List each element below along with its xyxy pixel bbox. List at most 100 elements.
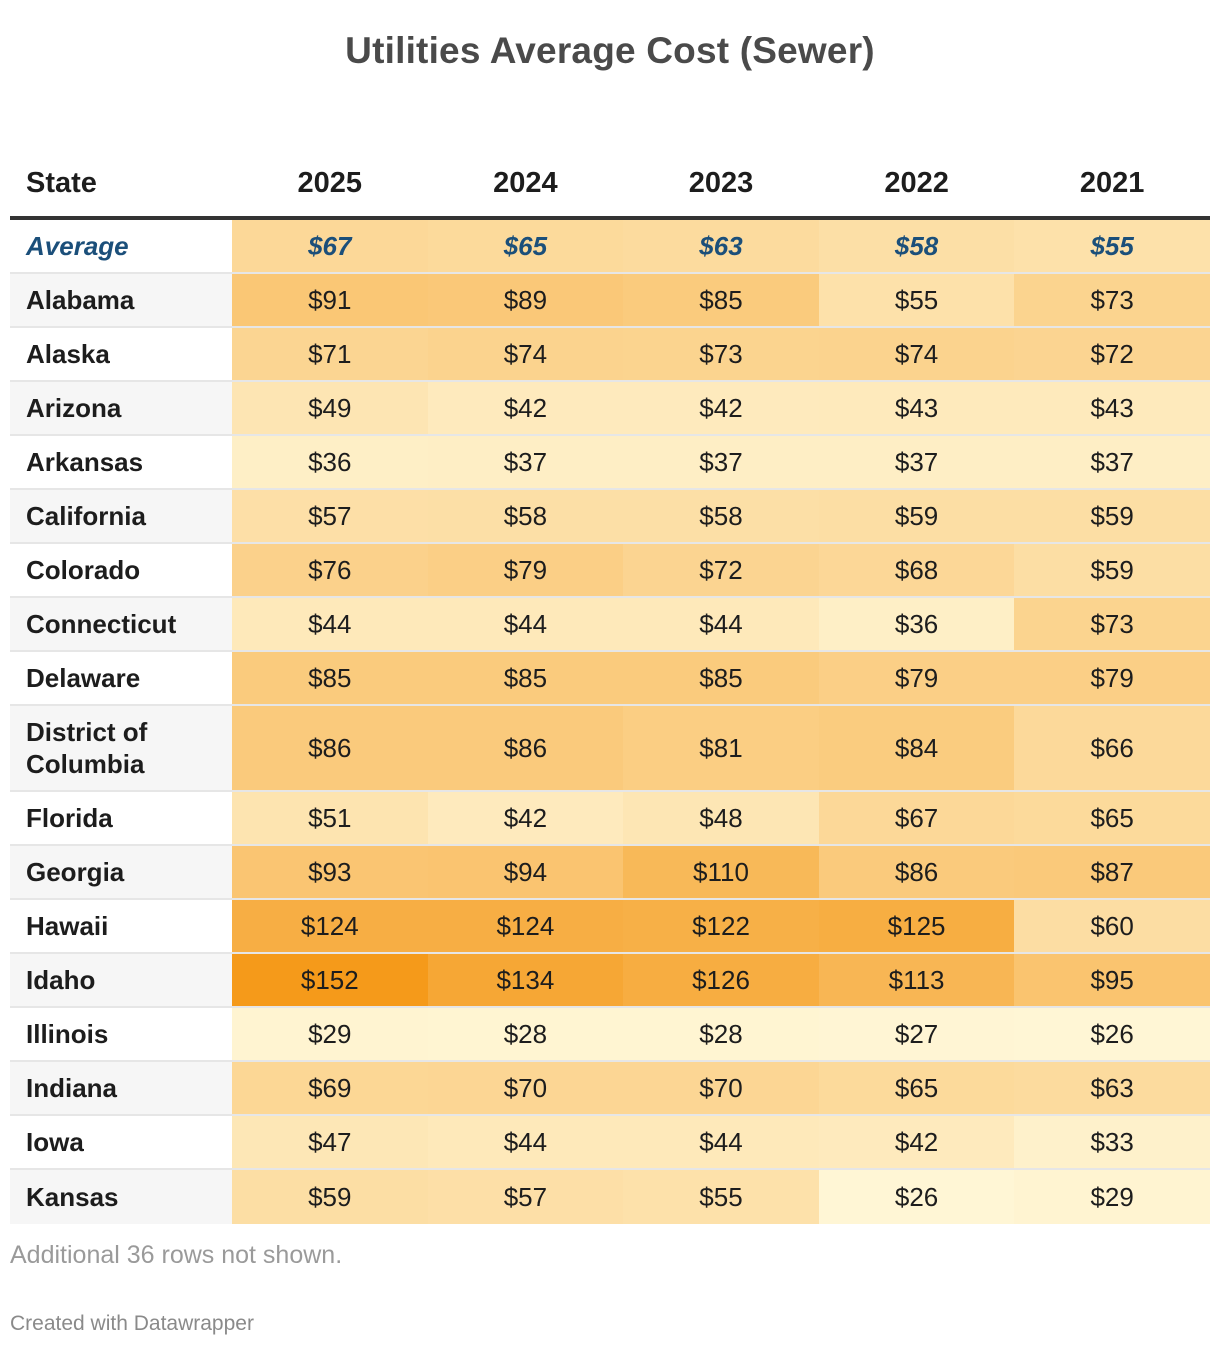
value-cell-connecticut-2022: $36 <box>818 598 1015 650</box>
value-cell-district-of-columbia-2021: $66 <box>1014 706 1210 790</box>
value-cell-arkansas-2021: $37 <box>1014 436 1210 488</box>
value-cell-indiana-2025: $69 <box>232 1062 428 1114</box>
value-cell-illinois-2025: $29 <box>232 1008 428 1060</box>
value-cell-connecticut-2023: $44 <box>623 598 819 650</box>
table-row: Idaho $152 $134 $126 $113 $95 <box>10 954 1210 1008</box>
column-header-2023[interactable]: 2023 <box>688 166 754 199</box>
value-cell-district-of-columbia-2022: $84 <box>818 706 1015 790</box>
value-cell-delaware-2024: $85 <box>427 652 624 704</box>
value-cell-colorado-2021: $59 <box>1014 544 1210 596</box>
value-cell-indiana-2023: $70 <box>623 1062 819 1114</box>
value-cell-georgia-2025: $93 <box>232 846 428 898</box>
value-cell-delaware-2025: $85 <box>232 652 428 704</box>
column-header-2021[interactable]: 2021 <box>1079 166 1145 199</box>
table-row: California $57 $58 $58 $59 $59 <box>10 490 1210 544</box>
value-cell-florida-2021: $65 <box>1014 792 1210 844</box>
value-cell-idaho-2023: $126 <box>623 954 819 1006</box>
value-cell-alaska-2023: $73 <box>623 328 819 380</box>
value-cell-hawaii-2022: $125 <box>818 900 1015 952</box>
state-label-indiana: Indiana <box>10 1062 232 1114</box>
column-header-2024[interactable]: 2024 <box>493 166 558 199</box>
value-cell-california-2021: $59 <box>1014 490 1210 542</box>
value-cell-florida-2022: $67 <box>818 792 1015 844</box>
state-label-kansas: Kansas <box>10 1170 232 1224</box>
state-label-georgia: Georgia <box>10 846 232 898</box>
value-cell-arkansas-2025: $36 <box>232 436 428 488</box>
value-cell-iowa-2023: $44 <box>623 1116 819 1168</box>
value-cell-arkansas-2024: $37 <box>427 436 624 488</box>
value-cell-hawaii-2025: $124 <box>232 900 428 952</box>
rows-not-shown-note: Additional 36 rows not shown. <box>10 1241 343 1269</box>
state-label-florida: Florida <box>26 803 113 833</box>
value-cell-alaska-2024: $74 <box>427 328 624 380</box>
state-label-california: California <box>10 490 232 542</box>
column-header-2025[interactable]: 2025 <box>297 166 363 199</box>
value-cell-indiana-2022: $65 <box>818 1062 1015 1114</box>
value-cell-average-2024: $65 <box>427 220 624 272</box>
value-cell-florida-2023: $48 <box>623 792 819 844</box>
table-row: Iowa $47 $44 $44 $42 $33 <box>10 1116 1210 1170</box>
value-cell-alabama-2023: $85 <box>623 274 819 326</box>
value-cell-average-2021: $55 <box>1014 220 1210 272</box>
chart-title: Utilities Average Cost (Sewer) <box>345 30 875 71</box>
table-row: Delaware $85 $85 $85 $79 $79 <box>10 652 1210 706</box>
value-cell-california-2022: $59 <box>818 490 1015 542</box>
value-cell-georgia-2024: $94 <box>427 846 624 898</box>
value-cell-illinois-2024: $28 <box>427 1008 624 1060</box>
table-row: Hawaii $124 $124 $122 $125 $60 <box>10 900 1210 954</box>
value-cell-kansas-2023: $55 <box>623 1170 819 1224</box>
value-cell-iowa-2021: $33 <box>1014 1116 1210 1168</box>
value-cell-connecticut-2025: $44 <box>232 598 428 650</box>
value-cell-idaho-2024: $134 <box>427 954 624 1006</box>
value-cell-california-2023: $58 <box>623 490 819 542</box>
value-cell-connecticut-2024: $44 <box>427 598 624 650</box>
value-cell-kansas-2024: $57 <box>427 1170 624 1224</box>
table-row: Alaska $71 $74 $73 $74 $72 <box>10 328 1210 382</box>
column-header-state[interactable]: State <box>26 166 97 199</box>
value-cell-arizona-2021: $43 <box>1014 382 1210 434</box>
value-cell-district-of-columbia-2024: $86 <box>427 706 624 790</box>
value-cell-alaska-2025: $71 <box>232 328 428 380</box>
value-cell-arkansas-2023: $37 <box>623 436 819 488</box>
value-cell-georgia-2022: $86 <box>818 846 1015 898</box>
value-cell-alaska-2022: $74 <box>818 328 1015 380</box>
value-cell-alabama-2022: $55 <box>818 274 1015 326</box>
table-row: Georgia $93 $94 $110 $86 $87 <box>10 846 1210 900</box>
table-row: Arkansas $36 $37 $37 $37 $37 <box>10 436 1210 490</box>
value-cell-alaska-2021: $72 <box>1014 328 1210 380</box>
value-cell-district-of-columbia-2023: $81 <box>623 706 819 790</box>
table-row: Arizona $49 $42 $42 $43 $43 <box>10 382 1210 436</box>
value-cell-florida-2025: $51 <box>232 792 428 844</box>
value-cell-illinois-2022: $27 <box>818 1008 1015 1060</box>
value-cell-arizona-2024: $42 <box>427 382 624 434</box>
value-cell-illinois-2023: $28 <box>623 1008 819 1060</box>
value-cell-hawaii-2023: $122 <box>623 900 819 952</box>
value-cell-alabama-2025: $91 <box>232 274 428 326</box>
table-header: State 2025 2024 2023 2022 2021 <box>10 150 1210 220</box>
value-cell-illinois-2021: $26 <box>1014 1008 1210 1060</box>
value-cell-california-2024: $58 <box>427 490 624 542</box>
value-cell-iowa-2022: $42 <box>818 1116 1015 1168</box>
value-cell-alabama-2021: $73 <box>1014 274 1210 326</box>
state-label-alabama: Alabama <box>10 274 232 326</box>
table-row: Connecticut $44 $44 $44 $36 $73 <box>10 598 1210 652</box>
value-cell-arizona-2023: $42 <box>623 382 819 434</box>
value-cell-kansas-2021: $29 <box>1014 1170 1210 1224</box>
state-label-illinois: Illinois <box>26 1019 109 1049</box>
value-cell-indiana-2021: $63 <box>1014 1062 1210 1114</box>
value-cell-arizona-2022: $43 <box>818 382 1015 434</box>
value-cell-florida-2024: $42 <box>427 792 624 844</box>
value-cell-california-2025: $57 <box>232 490 428 542</box>
state-label-alaska: Alaska <box>26 339 110 369</box>
column-header-2022[interactable]: 2022 <box>884 166 949 199</box>
value-cell-delaware-2022: $79 <box>818 652 1015 704</box>
datawrapper-credit[interactable]: Created with Datawrapper <box>10 1312 254 1335</box>
table-row: Indiana $69 $70 $70 $65 $63 <box>10 1062 1210 1116</box>
state-label-delaware: Delaware <box>26 663 141 693</box>
value-cell-delaware-2023: $85 <box>623 652 819 704</box>
state-label-connecticut: Connecticut <box>10 598 232 650</box>
value-cell-connecticut-2021: $73 <box>1014 598 1210 650</box>
data-table: State 2025 2024 2023 2022 2021 Average $6… <box>10 150 1210 1224</box>
value-cell-colorado-2025: $76 <box>232 544 428 596</box>
value-cell-alabama-2024: $89 <box>427 274 624 326</box>
